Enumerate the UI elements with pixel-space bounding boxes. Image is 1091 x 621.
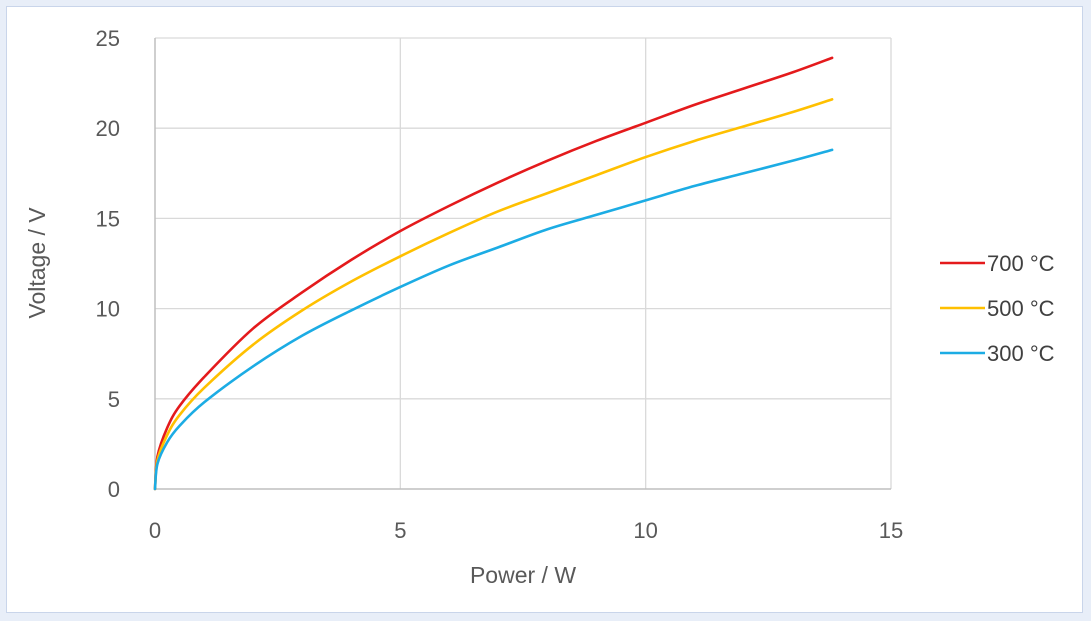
y-tick-label-0: 0 xyxy=(108,477,120,502)
x-tick-label-0: 0 xyxy=(149,518,161,543)
legend-label-300c: 300 °C xyxy=(987,341,1055,366)
y-tick-label-25: 25 xyxy=(96,26,120,51)
y-axis-title: Voltage / V xyxy=(24,207,50,319)
series-lines xyxy=(153,56,834,491)
y-tick-label-15: 15 xyxy=(96,206,120,231)
x-tick-labels: 0 5 10 15 xyxy=(149,518,903,543)
y-tick-label-10: 10 xyxy=(96,297,120,322)
x-tick-label-10: 10 xyxy=(633,518,657,543)
gridlines xyxy=(155,37,892,489)
axes xyxy=(154,38,891,490)
x-tick-label-5: 5 xyxy=(394,518,406,543)
y-tick-label-5: 5 xyxy=(108,387,120,412)
y-tick-label-20: 20 xyxy=(96,116,120,141)
legend: 700 °C 500 °C 300 °C xyxy=(940,251,1055,366)
legend-label-700c: 700 °C xyxy=(987,251,1055,276)
series-line-500c xyxy=(153,98,834,491)
x-axis-title: Power / W xyxy=(470,562,576,588)
series-line-700c xyxy=(153,56,834,491)
series-line-300c xyxy=(153,148,834,491)
legend-label-500c: 500 °C xyxy=(987,296,1055,321)
chart-frame xyxy=(6,6,1083,613)
x-tick-label-15: 15 xyxy=(879,518,903,543)
y-tick-labels: 0 5 10 15 20 25 xyxy=(96,26,120,502)
